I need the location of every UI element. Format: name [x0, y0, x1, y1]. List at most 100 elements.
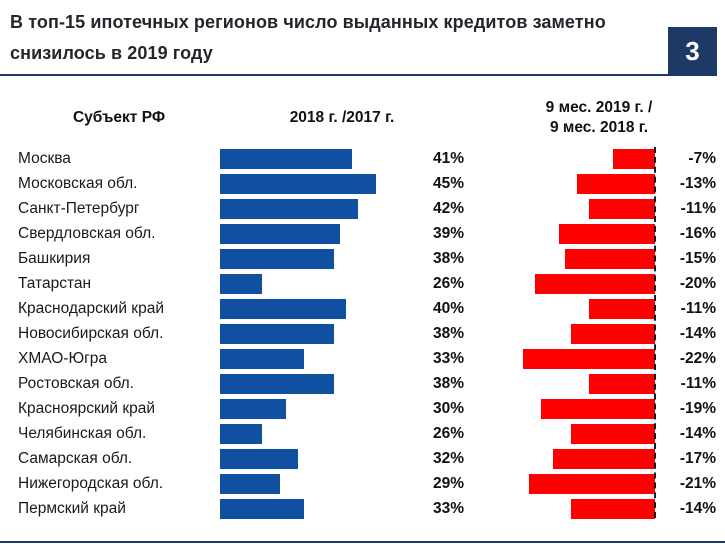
bar-2018-2017-track [220, 373, 400, 394]
column-header-9m-line2: 9 мес. 2018 г. [549, 119, 649, 136]
bar-9m-2019-2018 [571, 423, 655, 444]
bar-2018-2017 [220, 148, 352, 169]
value-2018-2017: 32% [432, 449, 464, 467]
bottom-rule [0, 541, 725, 543]
value-9m-2019-2018: -15% [679, 249, 716, 267]
table-row: Краснодарский край 40% -11% [18, 296, 725, 321]
column-headers: Субъект РФ 2018 г. /2017 г. 9 мес. 2019 … [0, 92, 725, 144]
table-row: Москва 41% -7% [18, 146, 725, 171]
bar-9m-track [500, 498, 655, 519]
value-9m-2019-2018: -17% [679, 449, 716, 467]
table-row: Нижегородская обл. 29% -21% [18, 471, 725, 496]
bar-2018-2017 [220, 448, 298, 469]
bar-9m-2019-2018 [553, 448, 655, 469]
value-2018-2017: 33% [432, 349, 464, 367]
value-2018-2017: 26% [432, 274, 464, 292]
table-row: ХМАО-Югра 33% -22% [18, 346, 725, 371]
red-axis-baseline [654, 147, 656, 518]
table-row: Санкт-Петербург 42% -11% [18, 196, 725, 221]
table-row: Свердловская обл. 39% -16% [18, 221, 725, 246]
bar-2018-2017-track [220, 398, 400, 419]
region-label: Новосибирская обл. [18, 324, 164, 342]
value-9m-2019-2018: -21% [679, 474, 716, 492]
region-label: Челябинская обл. [18, 424, 147, 442]
bar-9m-2019-2018 [589, 298, 655, 319]
value-2018-2017: 38% [432, 374, 464, 392]
bar-9m-track [500, 273, 655, 294]
bar-9m-track [500, 473, 655, 494]
bar-2018-2017 [220, 223, 340, 244]
region-label: Свердловская обл. [18, 224, 156, 242]
bar-2018-2017-track [220, 148, 400, 169]
value-2018-2017: 40% [432, 299, 464, 317]
bar-2018-2017 [220, 298, 346, 319]
bar-2018-2017-track [220, 498, 400, 519]
bar-2018-2017 [220, 423, 262, 444]
value-2018-2017: 38% [432, 249, 464, 267]
value-9m-2019-2018: -11% [680, 299, 716, 317]
bar-9m-track [500, 148, 655, 169]
region-label: Санкт-Петербург [18, 199, 140, 217]
region-label: Московская обл. [18, 174, 138, 192]
value-9m-2019-2018: -14% [679, 324, 716, 342]
value-9m-2019-2018: -11% [680, 374, 716, 392]
bar-9m-2019-2018 [541, 398, 655, 419]
bar-9m-track [500, 223, 655, 244]
value-9m-2019-2018: -19% [679, 399, 716, 417]
table-row: Челябинская обл. 26% -14% [18, 421, 725, 446]
bar-2018-2017 [220, 398, 286, 419]
bar-9m-track [500, 298, 655, 319]
bar-2018-2017 [220, 248, 334, 269]
page-title-line2: снизилось в 2019 году [10, 43, 213, 63]
value-9m-2019-2018: -7% [688, 149, 716, 167]
bar-2018-2017-track [220, 348, 400, 369]
region-label: Красноярский край [18, 399, 156, 417]
region-label: Ростовская обл. [18, 374, 134, 392]
bar-9m-track [500, 348, 655, 369]
bar-9m-track [500, 248, 655, 269]
table-row: Ростовская обл. 38% -11% [18, 371, 725, 396]
bar-2018-2017-track [220, 273, 400, 294]
bar-9m-track [500, 398, 655, 419]
value-2018-2017: 42% [432, 199, 464, 217]
region-label: Нижегородская обл. [18, 474, 164, 492]
value-9m-2019-2018: -22% [679, 349, 716, 367]
bar-9m-2019-2018 [559, 223, 655, 244]
bar-2018-2017-track [220, 223, 400, 244]
bar-9m-track [500, 423, 655, 444]
bar-9m-2019-2018 [613, 148, 655, 169]
region-label: Башкирия [18, 249, 91, 267]
bar-9m-2019-2018 [571, 323, 655, 344]
region-label: Москва [18, 149, 71, 167]
value-9m-2019-2018: -14% [679, 424, 716, 442]
region-label: ХМАО-Югра [18, 349, 108, 367]
bar-2018-2017-track [220, 173, 400, 194]
region-label: Татарстан [18, 274, 92, 292]
bar-9m-track [500, 373, 655, 394]
bar-9m-track [500, 323, 655, 344]
table-row: Красноярский край 30% -19% [18, 396, 725, 421]
title-divider [0, 74, 669, 76]
region-label: Пермский край [18, 499, 126, 517]
table-row: Татарстан 26% -20% [18, 271, 725, 296]
column-header-region: Субъект РФ [72, 109, 166, 126]
bar-9m-2019-2018 [565, 248, 655, 269]
region-label: Краснодарский край [18, 299, 164, 317]
page-number-badge: 3 [668, 27, 717, 76]
column-header-9m-2019-2018: 9 мес. 2019 г. / 9 мес. 2018 г. [500, 98, 716, 138]
bar-2018-2017 [220, 473, 280, 494]
bar-2018-2017-track [220, 298, 400, 319]
bar-2018-2017 [220, 273, 262, 294]
value-9m-2019-2018: -16% [679, 224, 716, 242]
bar-2018-2017 [220, 198, 358, 219]
bar-9m-track [500, 448, 655, 469]
value-2018-2017: 29% [432, 474, 464, 492]
value-2018-2017: 33% [432, 499, 464, 517]
bar-2018-2017-track [220, 248, 400, 269]
bar-9m-2019-2018 [577, 173, 655, 194]
bar-2018-2017-track [220, 448, 400, 469]
value-2018-2017: 26% [432, 424, 464, 442]
chart-rows: Москва 41% -7% Московская обл. 45% -13% Санкт-… [0, 146, 725, 521]
table-row: Московская обл. 45% -13% [18, 171, 725, 196]
